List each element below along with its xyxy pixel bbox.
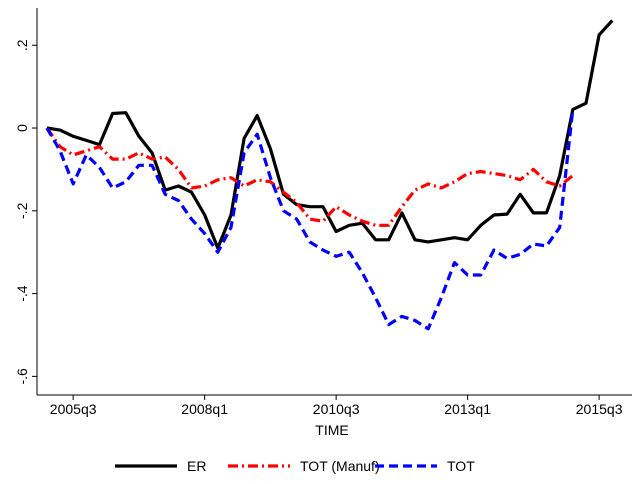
legend-label: ER [187, 458, 206, 474]
x-axis-title: TIME [315, 422, 348, 438]
line-series [45, 127, 574, 227]
line-series [46, 19, 614, 250]
x-tick-label: 2013q1 [444, 401, 491, 417]
y-tick-label: -.6 [14, 368, 30, 385]
y-tick-label: -.2 [14, 202, 30, 219]
line-series [45, 109, 575, 331]
legend-label: TOT (Manuf) [300, 458, 380, 474]
x-tick-label: 2005q3 [50, 401, 97, 417]
y-tick-label: -.4 [14, 285, 30, 302]
x-tick-label: 2015q3 [576, 401, 623, 417]
x-tick-label: 2010q3 [313, 401, 360, 417]
y-tick-label: .2 [14, 39, 30, 51]
legend-label: TOT [447, 458, 475, 474]
x-tick-label: 2008q1 [181, 401, 228, 417]
y-tick-label: 0 [14, 124, 30, 132]
